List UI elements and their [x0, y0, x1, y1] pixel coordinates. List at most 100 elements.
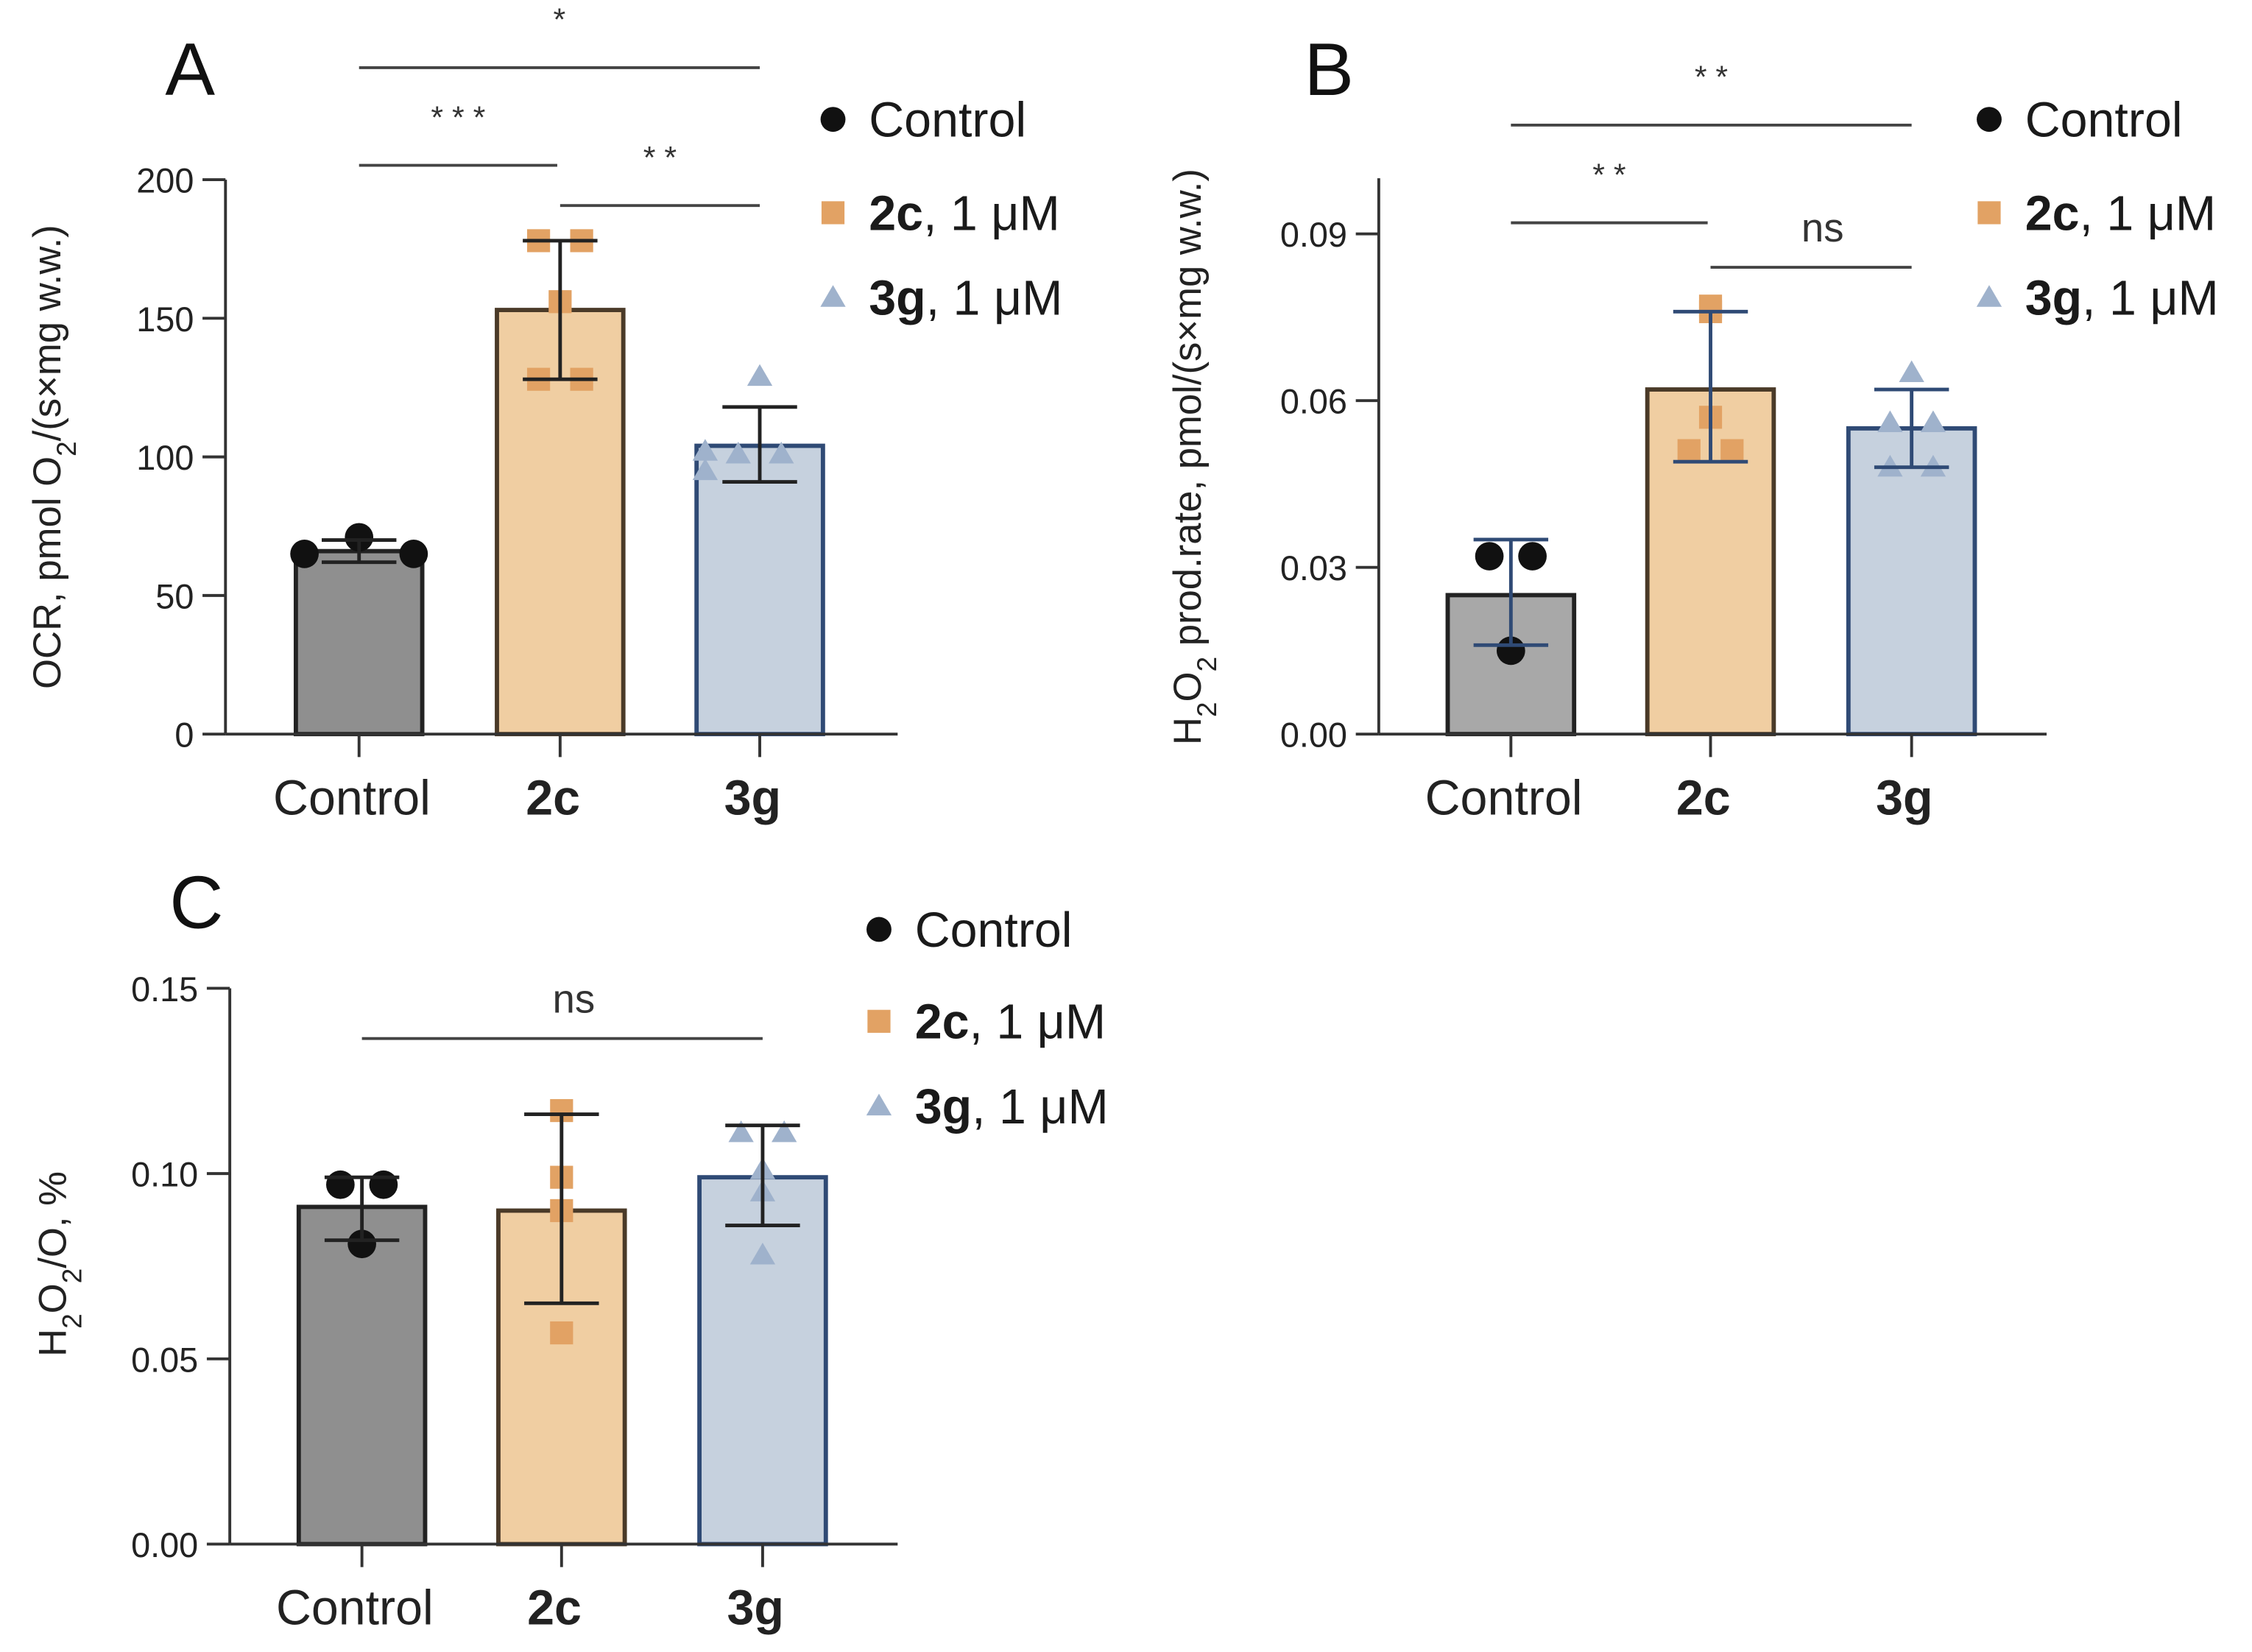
y-tick-label: 0.10: [131, 1156, 198, 1194]
bar-control: [293, 548, 425, 737]
y-axis-label: OCR, pmol O2/(s×mg w.w.): [26, 225, 82, 689]
x-tick-label: 2c: [527, 1581, 582, 1636]
legend-marker-2c: [821, 201, 845, 225]
legend-item-control: Control: [2025, 93, 2183, 148]
y-label-part: H: [1166, 717, 1210, 745]
y-label-subscript: 2: [57, 1313, 88, 1329]
y-label-subscript: 2: [1191, 702, 1222, 718]
legend-marker-2c: [867, 1009, 891, 1033]
data-point-control: [347, 1229, 376, 1259]
data-point-3g: [1899, 360, 1924, 383]
legend-marker-control: [1977, 107, 2002, 133]
significance-label: *: [554, 2, 566, 38]
y-tick-label: 0: [174, 716, 194, 755]
legend-item-control: Control: [869, 93, 1026, 148]
legend-label: , 1 μM: [970, 995, 1106, 1050]
legend-item-2c: 2c, 1 μM: [2025, 186, 2216, 241]
legend-item-3g: 3g, 1 μM: [915, 1080, 1109, 1134]
y-tick-label: 0.00: [131, 1526, 198, 1564]
panel-letter: A: [165, 28, 215, 111]
x-tick-label: Control: [1425, 771, 1583, 825]
data-point-3g: [1877, 410, 1903, 432]
y-tick-label: 0.15: [131, 970, 198, 1009]
y-axis-label: H2O2 prod.rate, pmol/(s×mg w.w.): [1166, 169, 1222, 745]
significance-label: ns: [1801, 205, 1844, 250]
y-tick-label: 0.06: [1280, 383, 1347, 421]
legend-label: , 1 μM: [923, 186, 1060, 241]
bar-3g: [697, 1175, 828, 1547]
data-point-control: [399, 540, 428, 568]
legend-label: , 1 μM: [972, 1080, 1109, 1134]
significance-label: * *: [1695, 60, 1729, 95]
panel-letter: B: [1304, 28, 1354, 111]
legend-marker-control: [820, 107, 846, 133]
legend-item-2c: 2c, 1 μM: [869, 186, 1059, 241]
y-label-subscript: 2: [1191, 657, 1222, 672]
data-point-3g: [728, 1120, 754, 1143]
y-label-part: O: [1166, 672, 1210, 702]
legend-bold-label: 3g: [2025, 271, 2082, 325]
y-tick-label: 0.05: [131, 1341, 198, 1379]
data-point-2c: [550, 1321, 573, 1345]
legend-item-3g: 3g, 1 μM: [869, 271, 1062, 325]
legend-bold-label: 2c: [869, 186, 923, 241]
legend-label: Control: [869, 93, 1026, 148]
significance-label: * *: [643, 140, 677, 175]
y-tick-label: 200: [136, 162, 194, 200]
data-point-3g: [725, 441, 751, 464]
data-point-control: [345, 523, 374, 552]
y-tick-label: 100: [136, 439, 194, 477]
legend-marker-3g: [1976, 285, 2002, 307]
data-point-control: [326, 1170, 355, 1199]
legend-marker-3g: [866, 1093, 892, 1116]
data-point-3g: [746, 364, 773, 386]
bar-3g: [694, 443, 825, 737]
data-point-2c: [1677, 439, 1701, 462]
y-label-part: prod.rate, pmol/(s×mg w.w.): [1166, 169, 1210, 657]
y-label-part: O: [32, 1283, 75, 1313]
legend-item-3g: 3g, 1 μM: [2025, 271, 2219, 325]
legend-bold-label: 3g: [869, 271, 925, 325]
y-tick-label: 0.09: [1280, 216, 1347, 254]
legend-label: Control: [915, 903, 1073, 958]
legend-bold-label: 2c: [2025, 186, 2080, 241]
data-point-control: [369, 1170, 398, 1199]
panel-c-h2o2-ratio-chart: C 0.00 0.05 0.10 0.15 Control 2c 3g ns Control 2c,…: [32, 861, 1109, 1636]
x-tick-label: 3g: [727, 1581, 783, 1636]
data-point-2c: [1720, 439, 1744, 462]
y-axis-label: H2O2/O, %: [32, 1171, 88, 1357]
y-label-part: OCR, pmol O: [26, 456, 69, 689]
x-tick-label: 2c: [1676, 771, 1731, 825]
y-label-part: /O, %: [32, 1171, 75, 1268]
data-point-control: [290, 540, 319, 568]
y-label-part: /(s×mg w.w.): [26, 225, 69, 441]
legend-bold-label: 3g: [915, 1080, 972, 1134]
legend-label: , 1 μM: [2080, 186, 2217, 241]
x-tick-label: Control: [273, 771, 431, 825]
significance-label: * *: [1592, 158, 1626, 193]
data-point-control: [1475, 542, 1504, 571]
bar-3g: [1846, 426, 1977, 737]
y-label-subscript: 2: [51, 441, 82, 456]
data-point-3g: [772, 1120, 797, 1143]
y-label-part: H: [32, 1329, 75, 1357]
data-point-3g: [692, 458, 719, 481]
x-tick-label: 3g: [1876, 771, 1932, 825]
data-point-3g: [769, 441, 794, 464]
legend-bold-label: 2c: [915, 995, 970, 1050]
y-tick-label: 0.03: [1280, 549, 1347, 587]
legend-marker-2c: [1977, 201, 2001, 225]
y-tick-label: 50: [155, 577, 194, 615]
x-tick-label: 2c: [526, 771, 580, 825]
significance-label: ns: [553, 977, 596, 1022]
panel-b-h2o2-rate-chart: B 0.00 0.03 0.06 0.09 Control 2c 3g * * * * ns Cont…: [1166, 28, 2219, 825]
x-tick-label: Control: [276, 1581, 434, 1636]
legend-marker-control: [866, 917, 892, 942]
data-point-3g: [1920, 410, 1946, 432]
legend-item-control: Control: [915, 903, 1073, 958]
y-tick-label: 0.00: [1280, 716, 1347, 755]
y-tick-label: 150: [136, 300, 194, 339]
panel-letter: C: [169, 861, 223, 945]
legend-label: , 1 μM: [926, 271, 1063, 325]
